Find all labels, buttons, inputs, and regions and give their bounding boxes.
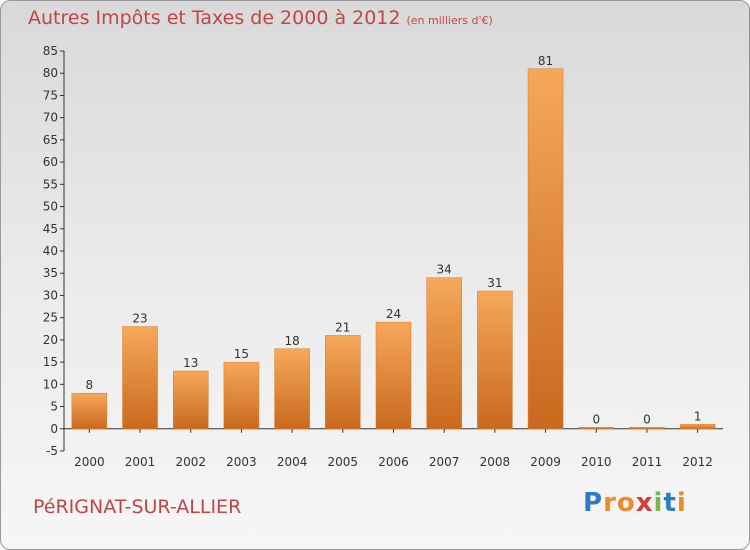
- bar: [477, 290, 513, 430]
- bar: [375, 321, 412, 430]
- data-label: 18: [284, 334, 299, 348]
- y-tick-label: 45: [43, 222, 58, 236]
- y-tick-label: 15: [43, 355, 58, 369]
- logo-letter: x: [635, 488, 654, 518]
- x-tick-label: 2006: [378, 455, 409, 469]
- logo-letter: i: [653, 488, 664, 518]
- bar: [172, 370, 209, 430]
- data-label: 81: [538, 54, 553, 68]
- data-label: 24: [386, 307, 401, 321]
- data-label: 1: [694, 409, 702, 423]
- x-axis: 2000 2001 2002 2003 2004 2005 2006 2007 2008 2009…: [64, 428, 723, 469]
- title-unit: (en milliers d'€): [406, 14, 493, 27]
- bar: [679, 424, 716, 430]
- y-tick-label: 10: [43, 377, 58, 391]
- y-tick-label: 25: [43, 311, 58, 325]
- bar: [578, 427, 615, 430]
- x-tick-label: 2012: [682, 455, 713, 469]
- y-tick-label: 5: [50, 400, 58, 414]
- title-text: Autres Impôts et Taxes de 2000 à 2012: [28, 7, 401, 29]
- data-label: 8: [86, 378, 94, 392]
- data-label: 13: [183, 356, 198, 370]
- y-tick-label: 20: [43, 333, 58, 347]
- y-tick-label: 75: [43, 88, 58, 102]
- logo-letter: o: [616, 488, 636, 518]
- y-tick-label: 0: [50, 422, 58, 436]
- data-labels: 8 23 13 15 18 21 24 34 31 81 0 0 1: [86, 54, 702, 426]
- x-tick-label: 2002: [175, 455, 206, 469]
- x-tick-label: 2011: [632, 455, 663, 469]
- data-label: 21: [335, 320, 350, 334]
- x-tick-label: 2001: [125, 455, 156, 469]
- data-label: 15: [234, 347, 249, 361]
- x-tick-label: 2003: [226, 455, 257, 469]
- y-tick-label: 40: [43, 244, 58, 258]
- y-tick-label: 30: [43, 288, 58, 302]
- bar: [223, 361, 260, 430]
- bar: [71, 392, 108, 430]
- logo-letter: i: [676, 488, 687, 518]
- x-tick-label: 2010: [581, 455, 612, 469]
- data-label: 31: [487, 276, 502, 290]
- y-tick-label: 35: [43, 266, 58, 280]
- bar: [426, 277, 462, 430]
- x-tick-label: 2008: [480, 455, 511, 469]
- commune-name: PéRIGNAT-SUR-ALLIER: [33, 496, 242, 518]
- y-tick-label: 50: [43, 200, 58, 214]
- x-tick-label: 2004: [277, 455, 308, 469]
- data-label: 0: [643, 412, 651, 426]
- y-tick-label: 60: [43, 155, 58, 169]
- data-label: 0: [592, 412, 600, 426]
- y-axis: -5 0 5 10 15 20 25 30 35 40 45 50 55 60 65 70 75 80 85: [43, 44, 65, 458]
- data-label: 34: [437, 263, 452, 277]
- y-tick-label: 70: [43, 111, 58, 125]
- bar: [122, 326, 158, 430]
- y-tick-label: -5: [46, 444, 58, 458]
- y-tick-label: 80: [43, 66, 58, 80]
- logo-letter: r: [603, 488, 617, 518]
- bar: [629, 427, 665, 430]
- x-tick-label: 2009: [530, 455, 561, 469]
- bar: [527, 68, 564, 430]
- y-tick-label: 65: [43, 133, 58, 147]
- x-tick-label: 2000: [74, 455, 105, 469]
- bar: [325, 335, 361, 430]
- bar: [274, 348, 310, 430]
- data-label: 23: [132, 312, 147, 326]
- x-tick-label: 2005: [328, 455, 359, 469]
- bars: [71, 68, 716, 430]
- y-tick-label: 55: [43, 177, 58, 191]
- y-tick-label: 85: [43, 44, 58, 58]
- logo-letter: P: [583, 488, 604, 518]
- x-tick-label: 2007: [429, 455, 460, 469]
- proxiti-logo: Proxiti: [583, 488, 687, 518]
- chart-title: Autres Impôts et Taxes de 2000 à 2012 (en…: [28, 7, 493, 29]
- logo-letter: t: [663, 488, 677, 518]
